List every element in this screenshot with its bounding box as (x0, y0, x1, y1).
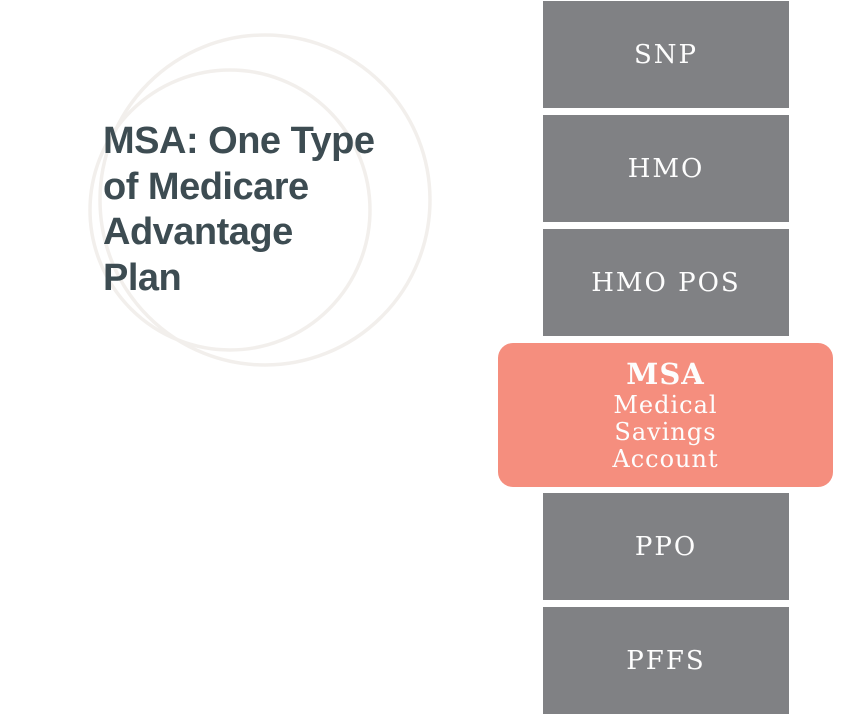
page-title-line: MSA: One Type (103, 120, 375, 162)
plan-box-msa-sublabel-line: Account (612, 445, 719, 473)
page-title: MSA: One Type of Medicare Advantage Plan (103, 119, 375, 301)
plan-box-ppo: PPO (543, 493, 789, 600)
plan-box-msa-sublabel-line: Medical (613, 391, 718, 419)
plan-box-hmo: HMO (543, 115, 789, 222)
plan-box-ppo-label: PPO (634, 531, 698, 562)
plan-box-hmo-pos-label: HMO POS (591, 267, 741, 298)
plan-box-msa-label: MSA (626, 357, 705, 391)
plan-box-msa-highlighted: MSA Medical Savings Account (498, 343, 833, 487)
plan-box-snp-label: SNP (633, 39, 699, 70)
plan-box-hmo-label: HMO (627, 153, 705, 184)
plan-box-pffs-label: PFFS (626, 645, 706, 676)
page-title-line: Plan (103, 256, 182, 299)
plan-box-msa-sublabel: Medical Savings Account (612, 392, 718, 473)
plan-box-pffs: PFFS (543, 607, 789, 714)
plan-box-msa-sublabel-line: Savings (614, 418, 717, 446)
plan-box-snp: SNP (543, 1, 789, 108)
plan-box-hmo-pos: HMO POS (543, 229, 789, 336)
page-title-line: of Medicare (103, 165, 309, 208)
page-title-line: Advantage (103, 211, 293, 253)
